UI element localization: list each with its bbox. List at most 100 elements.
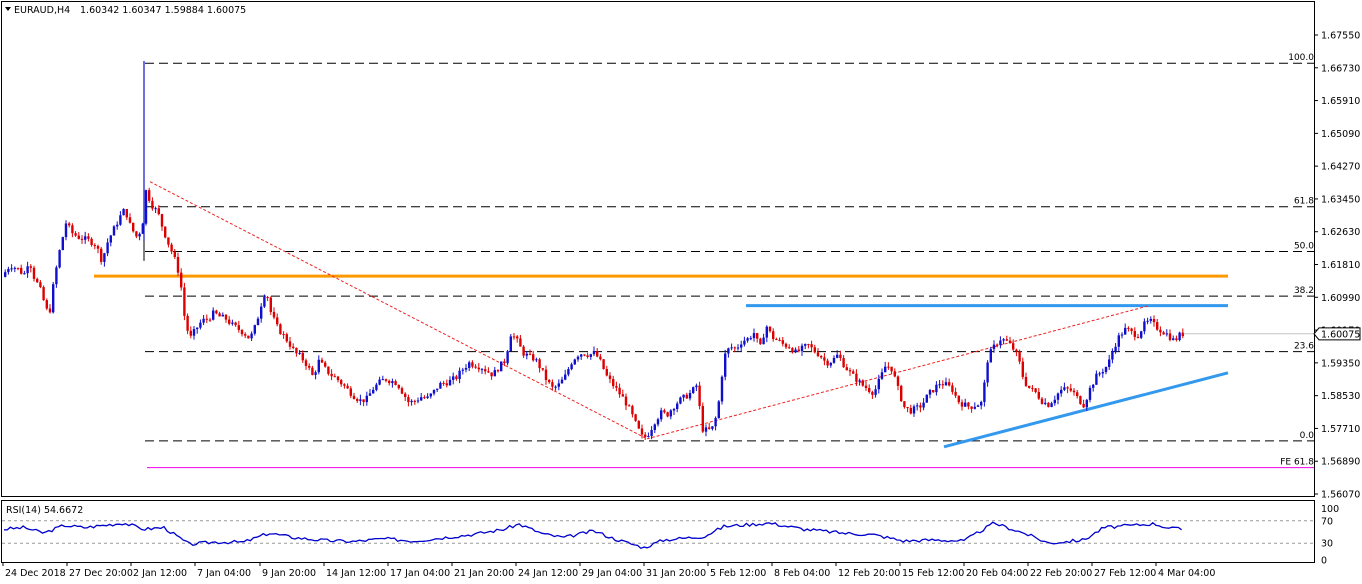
- candle-bull: [317, 359, 320, 373]
- candle-bull: [976, 405, 980, 407]
- candle-bear: [932, 390, 935, 393]
- candle-bull: [410, 400, 413, 403]
- candle-bull: [61, 237, 64, 251]
- candle-bear: [77, 235, 80, 239]
- candle-bear: [471, 362, 474, 367]
- candle-bull: [1143, 321, 1146, 332]
- candle-bear: [644, 434, 647, 437]
- candle-bear: [276, 317, 279, 325]
- candle-bear: [628, 405, 631, 407]
- candle-bull: [964, 402, 967, 407]
- candle-bull: [365, 395, 368, 403]
- time-tick-label: 15 Feb 12:00: [902, 568, 964, 579]
- candle-bull: [1165, 333, 1168, 335]
- candle-bear: [189, 330, 192, 336]
- candle-bear: [1136, 336, 1140, 338]
- candle-bear: [272, 311, 276, 318]
- candle-bull: [1146, 320, 1149, 322]
- candle-bear: [74, 233, 77, 236]
- candle-bull: [740, 344, 743, 348]
- candle-bear: [778, 339, 781, 341]
- candle-bear: [333, 376, 336, 378]
- candle-bull: [720, 376, 724, 402]
- candle-bull: [676, 403, 679, 410]
- candle-bear: [756, 333, 759, 339]
- candle-bear: [941, 384, 944, 386]
- candle-bull: [192, 329, 196, 336]
- candle-bear: [957, 395, 960, 403]
- candle-bear: [71, 225, 74, 234]
- candle-bear: [490, 372, 493, 377]
- candle-bull: [381, 379, 384, 381]
- fib-level-label: 61.8: [1294, 197, 1314, 207]
- candle-bear: [1079, 396, 1082, 404]
- candle-bull: [122, 209, 125, 216]
- candle-bull: [986, 362, 989, 383]
- candle-bull: [650, 429, 653, 437]
- candle-bull: [250, 333, 253, 339]
- candle-bull: [560, 379, 564, 384]
- time-tick-label: 14 Jan 12:00: [326, 568, 386, 579]
- candle-bear: [848, 370, 852, 372]
- candle-bull: [688, 393, 692, 399]
- rsi-tick-label: 0: [1321, 556, 1327, 567]
- candle-bear: [864, 385, 868, 388]
- candle-bull: [762, 337, 765, 345]
- time-tick-label: 24 Jan 12:00: [518, 568, 578, 579]
- candle-bear: [608, 375, 612, 380]
- candle-bear: [519, 338, 522, 347]
- candle-bull: [298, 352, 301, 354]
- candle-bear: [768, 326, 772, 332]
- candle-bear: [205, 318, 208, 320]
- candle-bear: [80, 238, 84, 240]
- candle-bear: [845, 367, 848, 371]
- candle-bull: [199, 322, 202, 328]
- candle-bear: [1040, 398, 1044, 404]
- candle-bear: [442, 382, 445, 384]
- candle-bear: [775, 339, 778, 341]
- time-tick-label: 27 Dec 20:00: [69, 568, 133, 579]
- candle-bear: [343, 384, 346, 386]
- candle-bear: [900, 385, 903, 402]
- candle-bear: [640, 428, 644, 435]
- rsi-title: RSI(14) 54.6672: [6, 505, 83, 516]
- candle-bull: [1104, 366, 1108, 373]
- candle-bear: [39, 282, 42, 288]
- candle-bear: [615, 386, 618, 388]
- collapse-triangle-icon[interactable]: [5, 7, 11, 11]
- time-tick-label: 7 Jan 04:00: [197, 568, 251, 579]
- candle-bear: [45, 300, 48, 309]
- candle-bear: [1159, 329, 1162, 333]
- candle-bear: [1034, 388, 1037, 393]
- candle-bear: [362, 399, 365, 403]
- time-tick-label: 27 Feb 12:00: [1094, 568, 1156, 579]
- candle-bear: [135, 231, 138, 237]
- candle-bear: [1024, 376, 1028, 386]
- candle-bull: [1124, 327, 1127, 335]
- candle-bull: [989, 349, 992, 363]
- candle-bull: [1101, 372, 1104, 374]
- candle-bear: [279, 324, 282, 335]
- candle-bear: [1082, 403, 1085, 408]
- candle-bear: [701, 406, 704, 432]
- candle-bear: [1072, 390, 1076, 393]
- candle-bull: [794, 349, 797, 353]
- candle-bear: [237, 325, 240, 330]
- candle-bear: [602, 359, 605, 370]
- candle-bear: [890, 366, 893, 372]
- candle-bear: [1162, 332, 1165, 335]
- candle-bull: [64, 223, 68, 238]
- candle-bull: [1002, 339, 1005, 341]
- candle-bull: [938, 384, 941, 386]
- candle-bull: [1108, 359, 1111, 367]
- candle-bear: [839, 354, 842, 359]
- candle-bear: [42, 287, 45, 301]
- candle-bull: [436, 388, 439, 390]
- candle-bear: [423, 397, 426, 399]
- candle-bear: [1152, 318, 1156, 323]
- candle-bear: [637, 420, 640, 429]
- candle-bull: [916, 405, 919, 407]
- candle-bull: [804, 344, 807, 346]
- candle-bull: [391, 381, 394, 384]
